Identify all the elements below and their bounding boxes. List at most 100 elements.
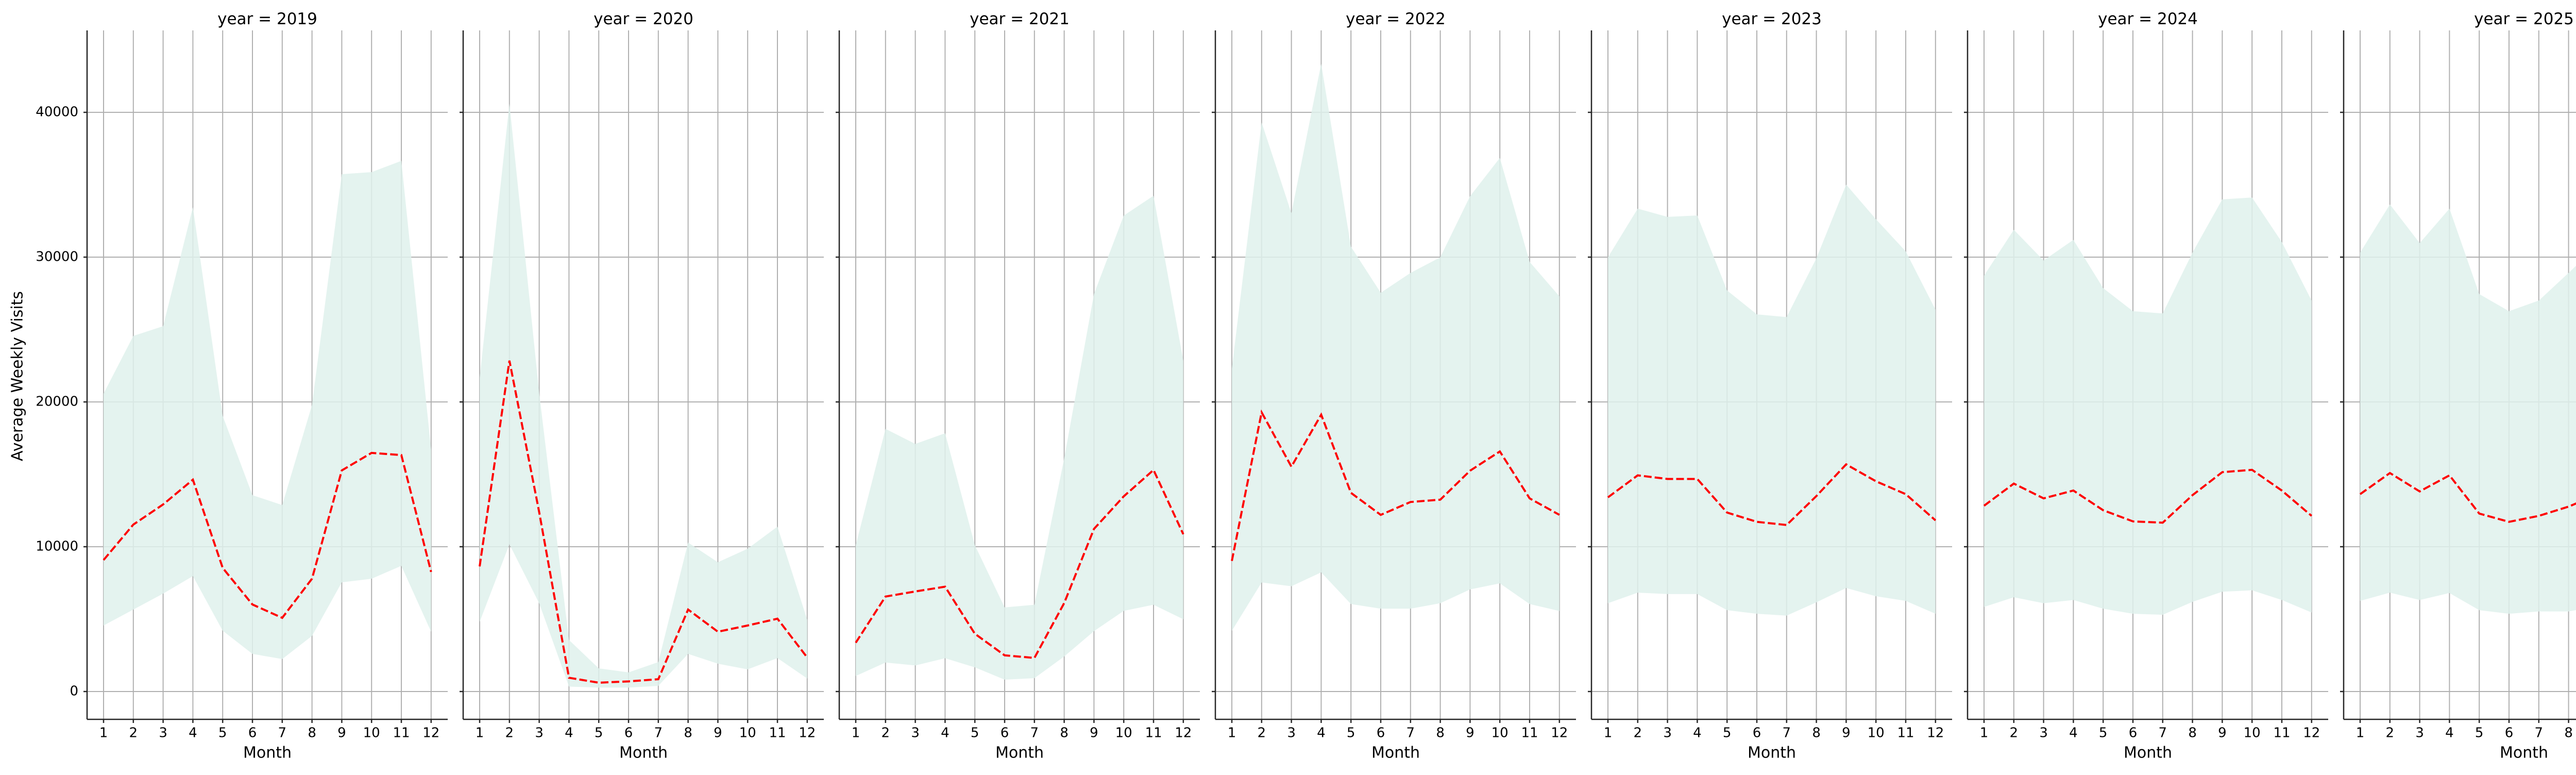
x-axis-label: Month: [2500, 744, 2548, 762]
panel-title: year = 2025: [2474, 10, 2574, 28]
x-tick-label: 11: [393, 726, 410, 741]
x-axis-label: Month: [1371, 744, 1420, 762]
x-tick-label: 6: [1377, 726, 1385, 741]
panel-title: year = 2022: [1346, 10, 1446, 28]
x-tick-label: 3: [2039, 726, 2048, 741]
x-tick-label: 10: [2244, 726, 2261, 741]
y-tick-label: 10000: [36, 539, 78, 554]
x-tick-label: 3: [535, 726, 544, 741]
x-tick-label: 6: [2129, 726, 2138, 741]
x-tick-label: 12: [2303, 726, 2320, 741]
x-tick-label: 7: [1406, 726, 1415, 741]
panel-title: year = 2024: [2098, 10, 2198, 28]
x-axis-label: Month: [2124, 744, 2172, 762]
x-tick-label: 3: [2415, 726, 2424, 741]
x-tick-label: 4: [1693, 726, 1702, 741]
x-tick-label: 4: [565, 726, 573, 741]
panel-2025: year = 2025123456789101112Month: [2340, 10, 2576, 762]
x-tick-label: 2: [882, 726, 890, 741]
x-tick-label: 7: [2535, 726, 2544, 741]
x-tick-label: 8: [308, 726, 316, 741]
percentile-band: [1608, 184, 1936, 616]
x-tick-label: 12: [422, 726, 439, 741]
percentile-band: [856, 195, 1183, 680]
x-tick-label: 11: [1145, 726, 1162, 741]
x-tick-label: 11: [769, 726, 786, 741]
x-tick-label: 3: [1287, 726, 1296, 741]
percentile-band: [104, 161, 431, 660]
x-tick-label: 7: [278, 726, 287, 741]
x-tick-label: 11: [1521, 726, 1538, 741]
percentile-band: [480, 104, 807, 688]
x-tick-label: 8: [2188, 726, 2197, 741]
x-tick-label: 12: [799, 726, 816, 741]
median-line: [479, 360, 808, 684]
x-tick-label: 2: [2386, 726, 2395, 741]
x-tick-label: 1: [1604, 726, 1613, 741]
x-tick-label: 6: [1001, 726, 1009, 741]
y-tick-label: 40000: [36, 105, 78, 120]
median-line: [2359, 471, 2576, 523]
median-line: [855, 468, 1184, 659]
median-line: [103, 451, 432, 619]
x-tick-label: 8: [684, 726, 692, 741]
x-tick-label: 1: [1980, 726, 1989, 741]
x-tick-label: 9: [337, 726, 346, 741]
x-tick-label: 1: [852, 726, 860, 741]
y-axis-label: Average Weekly Visits: [9, 291, 27, 461]
x-tick-label: 8: [2564, 726, 2573, 741]
x-tick-label: 9: [1090, 726, 1098, 741]
y-tick-label: 30000: [36, 249, 78, 265]
x-tick-label: 5: [218, 726, 227, 741]
percentile-band: [2360, 204, 2576, 614]
x-tick-label: 8: [1436, 726, 1445, 741]
x-tick-label: 9: [2218, 726, 2227, 741]
x-tick-label: 12: [1927, 726, 1944, 741]
x-tick-label: 4: [189, 726, 197, 741]
x-tick-label: 9: [1842, 726, 1851, 741]
x-tick-label: 6: [2505, 726, 2514, 741]
x-tick-label: 12: [1551, 726, 1568, 741]
x-tick-label: 6: [624, 726, 633, 741]
x-tick-label: 2: [2010, 726, 2019, 741]
x-tick-label: 10: [1115, 726, 1132, 741]
x-tick-label: 1: [476, 726, 484, 741]
x-tick-label: 7: [2159, 726, 2167, 741]
x-tick-label: 5: [971, 726, 979, 741]
x-tick-label: 5: [1723, 726, 1732, 741]
x-tick-label: 4: [1317, 726, 1326, 741]
x-tick-label: 5: [2475, 726, 2484, 741]
x-tick-label: 11: [1897, 726, 1914, 741]
x-tick-label: 7: [1030, 726, 1039, 741]
x-tick-label: 12: [1175, 726, 1192, 741]
y-tick-label: 0: [70, 684, 78, 699]
x-tick-label: 5: [1347, 726, 1355, 741]
x-tick-label: 10: [1868, 726, 1885, 741]
x-tick-label: 8: [1812, 726, 1821, 741]
x-tick-label: 2: [505, 726, 514, 741]
x-tick-label: 6: [1753, 726, 1761, 741]
x-tick-label: 4: [2445, 726, 2454, 741]
x-tick-label: 4: [941, 726, 950, 741]
x-tick-label: 3: [911, 726, 920, 741]
x-tick-label: 11: [2273, 726, 2290, 741]
x-tick-label: 1: [99, 726, 108, 741]
median-line: [1607, 463, 1937, 526]
x-axis-label: Month: [243, 744, 292, 762]
x-tick-label: 10: [363, 726, 380, 741]
x-tick-label: 4: [2069, 726, 2078, 741]
x-tick-label: 2: [1258, 726, 1266, 741]
x-tick-label: 3: [1663, 726, 1672, 741]
x-tick-label: 9: [714, 726, 722, 741]
x-tick-label: 2: [129, 726, 138, 741]
x-tick-label: 7: [1783, 726, 1791, 741]
x-tick-label: 1: [2356, 726, 2365, 741]
